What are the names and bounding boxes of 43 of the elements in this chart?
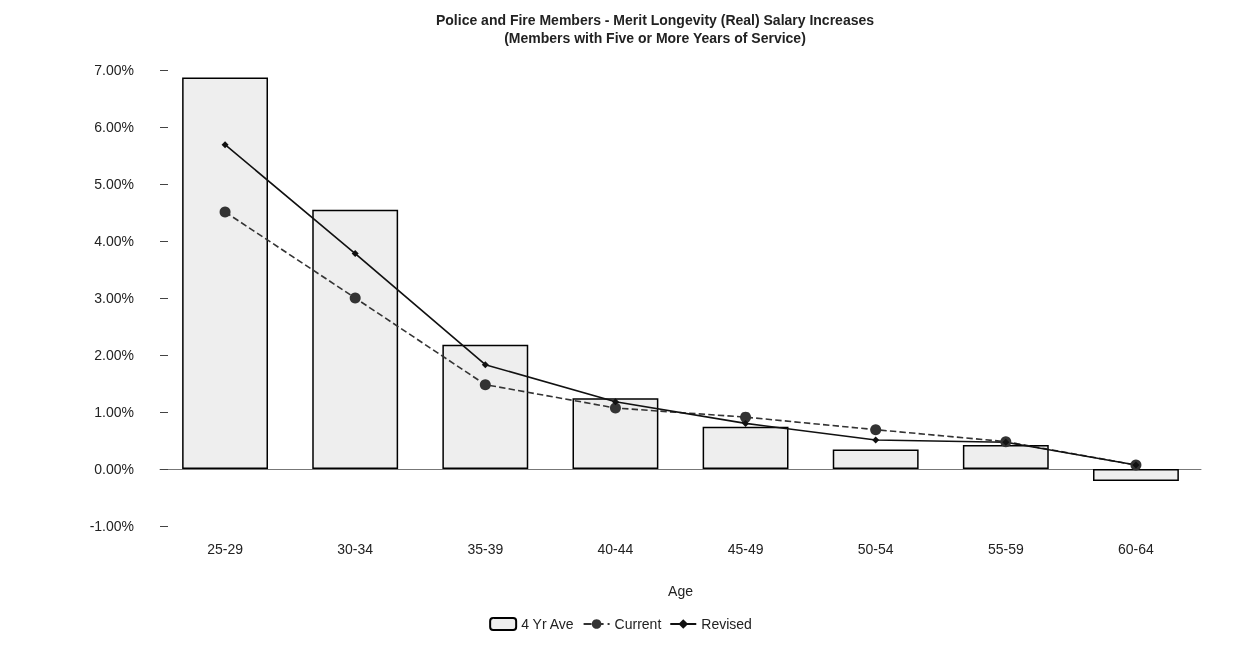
bar xyxy=(182,77,268,469)
point xyxy=(221,141,229,149)
x-axis-title: Age xyxy=(668,583,694,599)
bar xyxy=(572,398,659,469)
y-tick-label: 3.00% xyxy=(94,290,134,306)
y-tick-label: 0.00% xyxy=(94,461,134,477)
point xyxy=(351,250,359,258)
point xyxy=(740,411,752,423)
bar xyxy=(442,344,529,469)
bar xyxy=(1093,469,1179,481)
bar xyxy=(832,449,919,469)
point xyxy=(870,424,882,436)
x-tick-label: 40-44 xyxy=(597,541,634,557)
point xyxy=(479,379,491,391)
point xyxy=(481,361,489,369)
bar xyxy=(312,209,399,469)
x-tick-label: 25-29 xyxy=(207,541,244,557)
x-tick-label: 30-34 xyxy=(337,541,374,557)
point xyxy=(872,436,880,444)
point xyxy=(349,292,361,304)
y-tick-label: 5.00% xyxy=(94,176,134,192)
y-tick-label: 1.00% xyxy=(94,404,134,420)
x-tick-label: 35-39 xyxy=(467,541,504,557)
bar xyxy=(962,445,1049,469)
x-tick-label: 55-59 xyxy=(987,541,1024,557)
x-tick-label: 45-49 xyxy=(727,541,764,557)
legend-label: Current xyxy=(614,616,662,632)
x-tick-label: 60-64 xyxy=(1118,541,1155,557)
y-tick-label: 2.00% xyxy=(94,347,134,363)
chart-title: Police and Fire Members - Merit Longevity (Real) Salary Increases xyxy=(435,12,875,28)
legend-label: 4 Yr Ave xyxy=(521,616,574,632)
point xyxy=(611,398,619,406)
y-tick-label: -1.00% xyxy=(89,518,134,534)
point xyxy=(742,419,750,427)
chart-subtitle: (Members with Five or More Years of Service) xyxy=(504,30,806,46)
point xyxy=(609,402,621,414)
x-tick-label: 50-54 xyxy=(857,541,894,557)
y-tick-label: 7.00% xyxy=(94,62,134,78)
y-tick-label: 4.00% xyxy=(94,233,134,249)
legend-label: Revised xyxy=(701,616,752,632)
y-tick-label: 6.00% xyxy=(94,119,134,135)
bar xyxy=(702,426,789,469)
point xyxy=(219,206,231,218)
